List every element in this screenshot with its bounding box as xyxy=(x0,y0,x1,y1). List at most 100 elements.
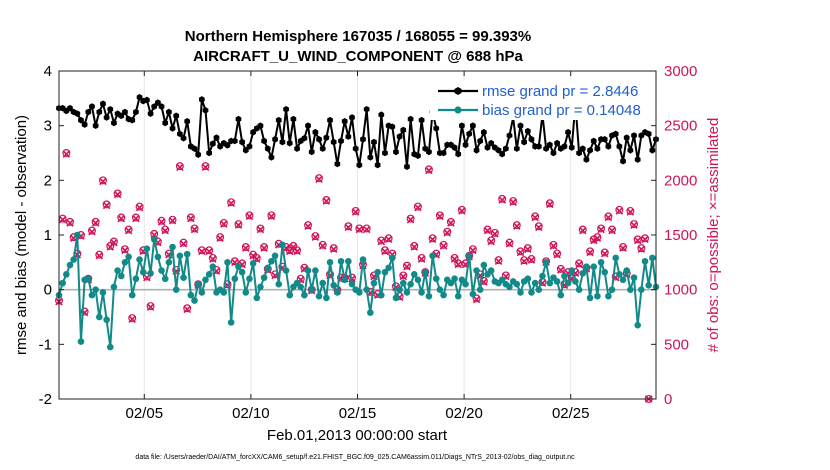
bias-point xyxy=(323,294,330,302)
bias-point xyxy=(264,264,272,272)
obs-possible-point xyxy=(175,162,184,171)
obs-assimilated-point xyxy=(179,239,188,248)
rmse-point xyxy=(382,149,388,157)
bias-point xyxy=(627,286,634,293)
bias-point xyxy=(334,289,341,296)
bias-point xyxy=(513,280,521,288)
obs-possible-point xyxy=(593,233,602,242)
rmse-point xyxy=(316,136,322,143)
obs-possible-point xyxy=(131,213,140,222)
rmse-point xyxy=(349,114,355,121)
obs-possible-point xyxy=(575,259,584,268)
obs-possible-point xyxy=(62,149,71,158)
bias-point xyxy=(125,253,132,261)
bias-point xyxy=(165,259,173,266)
rmse-point xyxy=(305,122,311,129)
obs-assimilated-point xyxy=(509,198,517,206)
obs-assimilated-point xyxy=(531,213,539,222)
rmse-point xyxy=(239,138,245,146)
obs-assimilated-point xyxy=(472,295,481,304)
rmse-point xyxy=(623,134,630,141)
bias-point xyxy=(539,272,546,280)
bias-point xyxy=(110,283,118,291)
obs-possible-point xyxy=(120,245,129,254)
obs-possible-point xyxy=(124,225,133,234)
rmse-point xyxy=(144,96,150,104)
obs-possible-point xyxy=(578,225,587,234)
rmse-point xyxy=(107,105,114,113)
rmse-point xyxy=(250,128,256,136)
obs-possible-point xyxy=(98,176,107,185)
rmse-point xyxy=(162,119,169,127)
obs-possible-point xyxy=(509,197,518,206)
obs-assimilated-point xyxy=(637,245,646,253)
legend-bias-label: bias grand pr = 0.14048 xyxy=(482,102,641,119)
obs-assimilated-point xyxy=(62,150,71,158)
rmse-point xyxy=(111,119,117,127)
obs-assimilated-point xyxy=(414,203,422,212)
obs-possible-point xyxy=(501,271,510,280)
obs-assimilated-point xyxy=(630,221,638,229)
obs-possible-point xyxy=(545,199,554,208)
bias-point xyxy=(399,279,407,287)
bias-point xyxy=(220,289,228,296)
obs-assimilated-point xyxy=(447,219,455,227)
rmse-point xyxy=(89,103,95,110)
bias-point xyxy=(531,279,539,287)
obs-assimilated-point xyxy=(443,229,451,237)
rmse-point xyxy=(616,143,623,150)
obs-assimilated-point xyxy=(135,203,144,212)
obs-possible-point xyxy=(413,202,422,211)
rmse-point xyxy=(524,127,531,135)
rmse-point xyxy=(206,149,213,157)
rmse-point xyxy=(103,114,110,121)
x-tick-label: 02/15 xyxy=(339,405,377,422)
obs-possible-point xyxy=(351,206,360,215)
obs-possible-point xyxy=(597,224,606,233)
rmse-point xyxy=(180,134,187,142)
obs-assimilated-point xyxy=(88,227,96,236)
y-axis-right: 0 500 1000 1500 2000 2500 3000 xyxy=(651,63,697,408)
bias-point xyxy=(403,289,411,296)
rmse-point xyxy=(455,150,462,158)
bias-point xyxy=(271,252,279,260)
rmse-point xyxy=(477,137,484,145)
obs-assimilated-series xyxy=(55,150,653,403)
bias-point xyxy=(260,274,268,281)
rmse-point xyxy=(195,151,202,158)
rmse-point xyxy=(484,144,491,151)
obs-possible-point xyxy=(179,238,188,247)
obs-possible-point xyxy=(230,257,239,266)
rmse-point xyxy=(356,161,363,169)
obs-assimilated-point xyxy=(110,238,118,247)
rmse-point xyxy=(601,136,608,143)
obs-assimilated-point xyxy=(524,245,532,253)
obs-possible-point xyxy=(304,221,313,230)
rmse-point xyxy=(279,138,286,146)
bias-point xyxy=(465,252,473,260)
bias-point xyxy=(418,289,425,296)
obs-assimilated-point xyxy=(593,234,602,243)
obs-assimilated-point xyxy=(535,223,543,232)
rmse-point xyxy=(418,116,425,124)
bias-point xyxy=(63,271,70,278)
bias-point xyxy=(70,256,77,263)
obs-assimilated-point xyxy=(428,235,437,244)
bias-point xyxy=(224,259,231,266)
rmse-point xyxy=(634,156,641,163)
obs-possible-point xyxy=(435,211,444,220)
y-left-tick-label: 3 xyxy=(44,118,52,135)
obs-assimilated-point xyxy=(128,315,137,323)
bias-point xyxy=(183,250,191,258)
legend-rmse-label: rmse grand pr = 2.8446 xyxy=(482,83,638,100)
rmse-point xyxy=(169,125,176,132)
rmse-point xyxy=(645,130,652,138)
obs-assimilated-point xyxy=(315,175,323,184)
chart-title-line2: AIRCRAFT_U_WIND_COMPONENT @ 688 hPa xyxy=(193,48,523,65)
obs-possible-point xyxy=(146,302,155,311)
bias-point xyxy=(312,267,319,274)
bias-point xyxy=(161,275,169,283)
rmse-point xyxy=(231,137,238,145)
obs-possible-point xyxy=(443,227,452,236)
obs-assimilated-point xyxy=(578,226,587,235)
